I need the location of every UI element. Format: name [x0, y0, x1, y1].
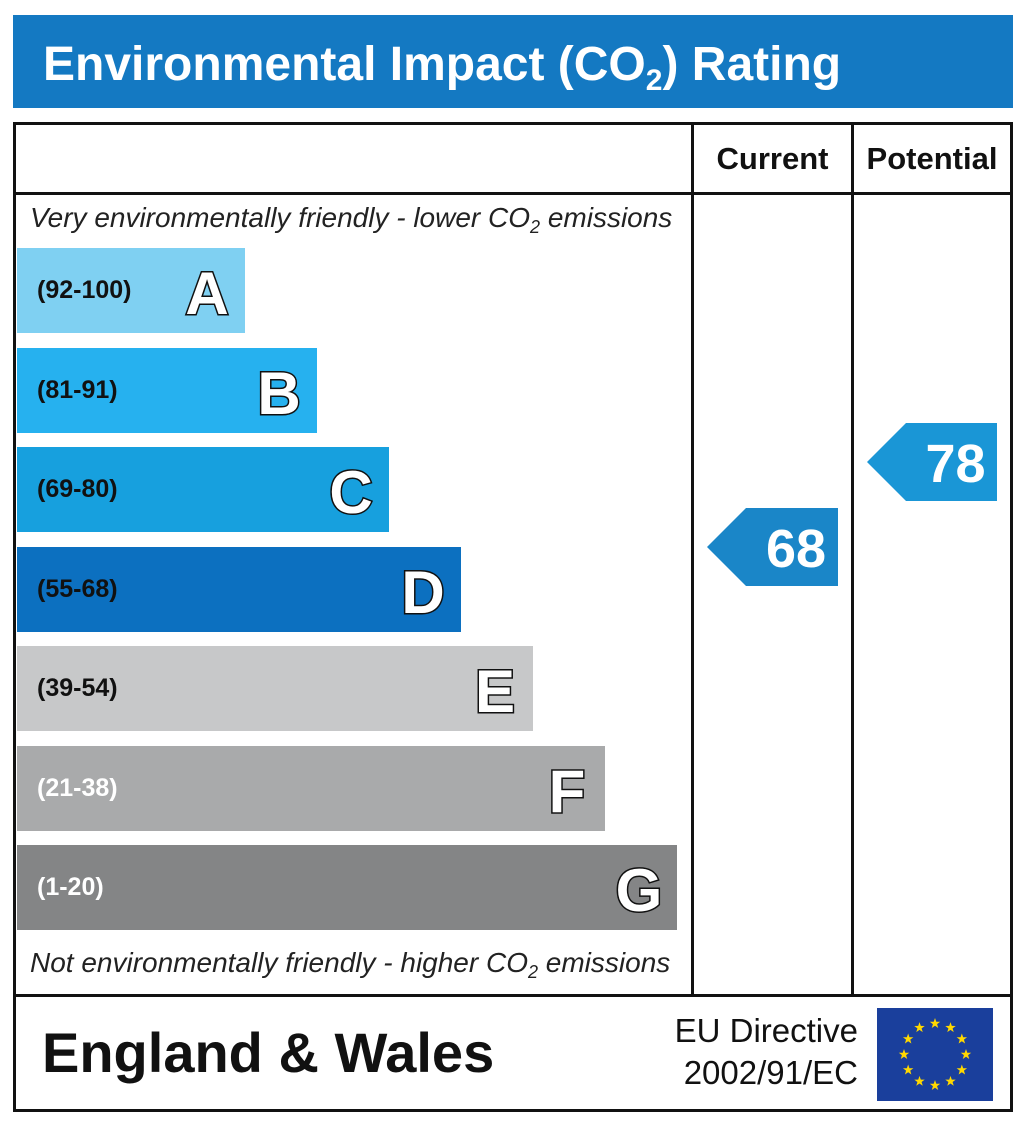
chart-title: Environmental Impact (CO2) Rating: [43, 38, 842, 97]
svg-text:B: B: [257, 360, 300, 427]
eu-star: [945, 1022, 956, 1033]
eu-flag-icon: [877, 1008, 993, 1101]
band-letter: G: [614, 856, 664, 926]
directive-label: EU Directive 2002/91/EC: [640, 1010, 858, 1094]
potential-column-header: Potential: [866, 141, 998, 176]
current-rating-value: 68: [766, 519, 826, 579]
band-letter: F: [547, 756, 587, 826]
band-e: (39-54) E: [17, 646, 533, 731]
current-column-header: Current: [716, 141, 829, 176]
band-letter: D: [400, 557, 446, 627]
band-letter: E: [473, 657, 516, 727]
band-range-label: (69-80): [37, 475, 118, 503]
band-range-label: (21-38): [37, 773, 118, 802]
eu-star: [902, 1033, 914, 1044]
band-c: (69-80) C: [17, 447, 389, 532]
band-letter: A: [184, 259, 230, 329]
svg-text:D: D: [401, 559, 444, 626]
eu-star: [945, 1075, 956, 1086]
band-range-label: (55-68): [37, 574, 118, 603]
rating-frame: [13, 122, 1013, 1112]
potential-column-divider: [851, 122, 854, 997]
eu-star: [956, 1064, 968, 1075]
band-range-label: (81-91): [37, 375, 118, 404]
band-range-label: (92-100): [37, 276, 132, 304]
band-letter: C: [328, 458, 374, 528]
eu-star: [929, 1018, 941, 1028]
eu-star: [914, 1075, 925, 1086]
svg-text:A: A: [185, 260, 228, 327]
eu-star: [960, 1049, 972, 1059]
svg-text:E: E: [475, 658, 515, 725]
eu-star: [956, 1033, 968, 1044]
eu-star: [898, 1049, 910, 1059]
svg-text:G: G: [616, 857, 663, 924]
band-g: (1-20) G: [17, 845, 677, 930]
svg-text:F: F: [549, 758, 586, 825]
band-f: (21-38) F: [17, 745, 605, 831]
svg-text:C: C: [329, 459, 372, 526]
top-caption: Very environmentally friendly - lower CO…: [30, 202, 673, 237]
directive-line-2: 2002/91/EC: [683, 1054, 858, 1091]
potential-rating-value: 78: [925, 434, 985, 494]
current-rating-arrow: 68: [707, 508, 838, 586]
band-range-label: (39-54): [37, 674, 118, 702]
current-column-divider: [691, 122, 694, 997]
band-letter: B: [256, 358, 302, 428]
eu-star: [914, 1022, 925, 1033]
band-a: (92-100) A: [17, 248, 245, 333]
potential-rating-arrow: 78: [867, 423, 997, 501]
header-divider: [13, 192, 1013, 195]
directive-line-1: EU Directive: [674, 1012, 858, 1049]
eu-star: [929, 1080, 941, 1090]
band-b: (81-91) B: [17, 347, 317, 433]
band-d: (55-68) D: [17, 546, 461, 632]
country-label: England & Wales: [42, 1021, 495, 1084]
footer-divider: [13, 994, 1013, 997]
eu-star: [902, 1064, 914, 1075]
band-range-label: (1-20): [37, 873, 104, 901]
bottom-caption: Not environmentally friendly - higher CO…: [30, 947, 671, 982]
title-bar: Environmental Impact (CO2) Rating: [13, 15, 1013, 108]
